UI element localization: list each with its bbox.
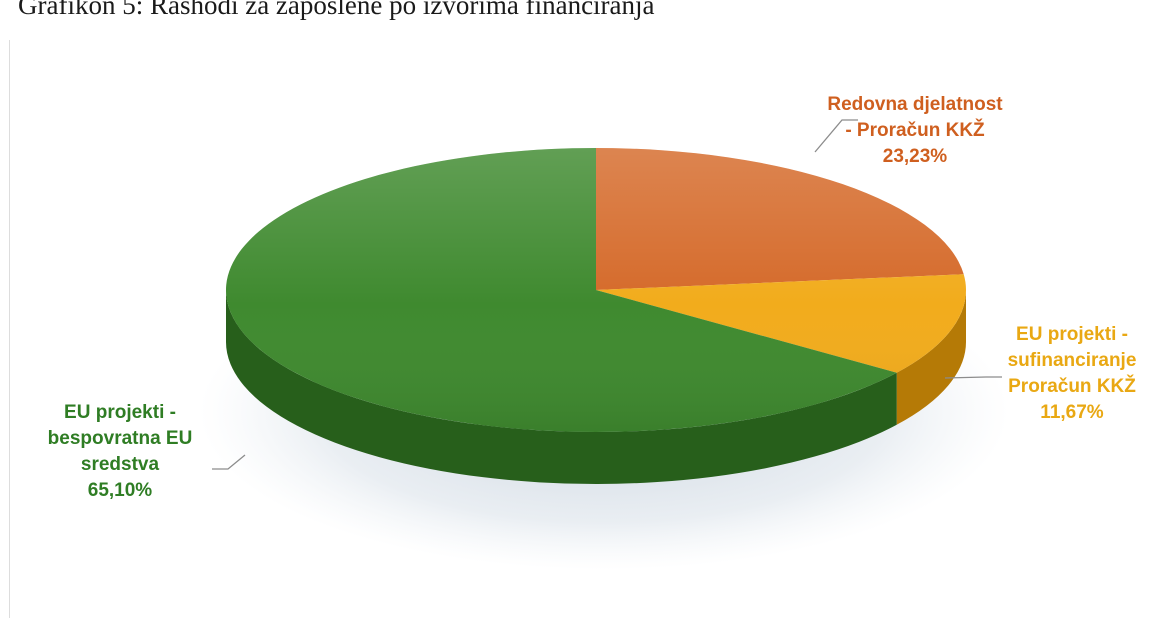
slice-name-line-0-1: - Proračun KKŽ bbox=[845, 119, 985, 141]
slice-name-line-2-2: sredstva bbox=[81, 454, 160, 475]
slice-value-label-2: 65,10% bbox=[88, 480, 153, 501]
slice-name-line-1-0: EU projekti - bbox=[1016, 324, 1128, 345]
slice-name-line-0-0: Redovna djelatnost bbox=[827, 94, 1003, 115]
slice-value-label-0: 23,23% bbox=[883, 146, 948, 167]
slice-name-line-2-0: EU projekti - bbox=[64, 402, 176, 423]
pie-slice-side-2 bbox=[226, 290, 897, 484]
page-margin-rule bbox=[9, 40, 10, 618]
pie-slice-side-1 bbox=[896, 290, 966, 425]
leader-line-1 bbox=[944, 376, 1002, 379]
slice-label-1: EU projekti - sufinanciranje Proračun KKŽ 1… bbox=[1008, 324, 1137, 423]
chart-title: Grafikon 5: Rashodi za zaposlene po izvo… bbox=[18, 0, 655, 20]
leader-line-0 bbox=[814, 119, 858, 153]
slice-label-2: EU projekti - bespovratna EU sredstva 65,10… bbox=[48, 402, 193, 501]
slice-label-0: Redovna djelatnost - Proračun KKŽ 23,23% bbox=[827, 94, 1003, 167]
slice-name-line-2-1: bespovratna EU bbox=[48, 428, 193, 449]
leader-line-2 bbox=[212, 454, 246, 470]
slice-name-line-1-1: sufinanciranje bbox=[1008, 350, 1137, 371]
slice-name-line-1-2: Proračun KKŽ bbox=[1008, 375, 1136, 397]
pie-top-gloss bbox=[226, 148, 966, 432]
slice-value-label-1: 11,67% bbox=[1040, 402, 1103, 423]
